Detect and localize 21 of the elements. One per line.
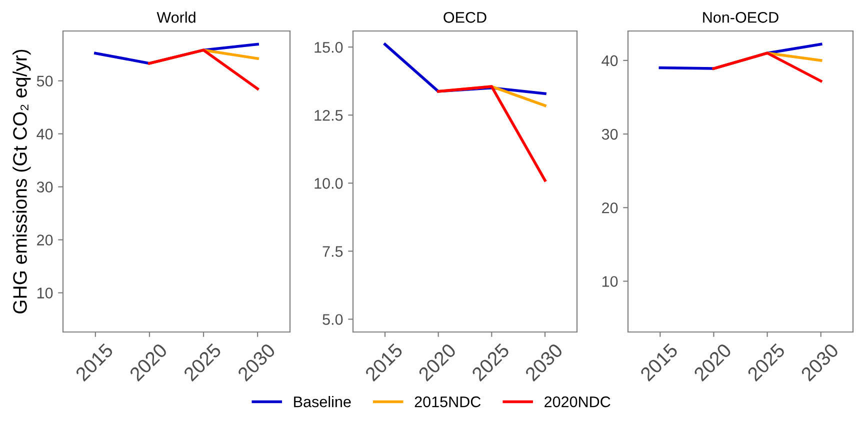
chart-title: World (156, 12, 196, 23)
y-tick-label: 7.5 (322, 246, 343, 257)
y-tick-label: 5.0 (322, 314, 343, 325)
y-tick-label: 40 (602, 55, 618, 66)
y-tick-label: 10 (602, 276, 618, 287)
y-tick-label: 50 (36, 76, 53, 86)
y-tick-label: 10 (37, 288, 53, 298)
chart-title: OECD (444, 12, 486, 23)
legend-label: Baseline (294, 396, 351, 408)
y-tick-label: 20 (37, 234, 53, 246)
y-tick-label: 40 (36, 128, 53, 140)
y-tick-label: 15.0 (314, 42, 343, 53)
y-tick-label: 20 (602, 202, 618, 214)
y-tick-label: 30 (36, 182, 53, 192)
y-tick-label: 30 (602, 128, 618, 140)
y-tick-label: 10.0 (314, 178, 343, 189)
legend-label: 2020NDC (544, 396, 610, 408)
y-tick-label: 12.5 (314, 110, 343, 121)
legend-label: 2015NDC (414, 396, 481, 408)
chart-title: Non-OECD (703, 12, 778, 23)
y-axis-title: GHG emissions (Gt CO₂ eq/yr) (12, 50, 31, 314)
